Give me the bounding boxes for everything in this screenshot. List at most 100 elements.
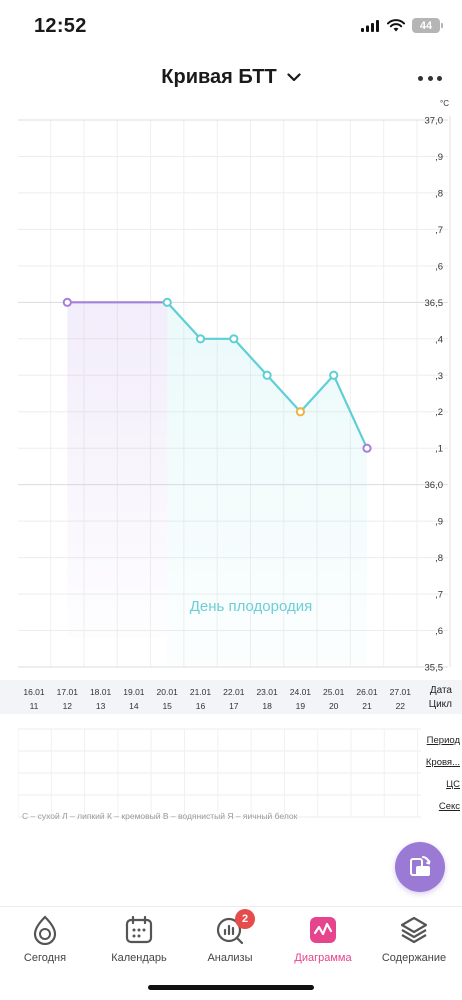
date-label: 22.01 <box>223 687 245 697</box>
y-tick-label: ,3 <box>435 371 443 382</box>
tab-label: Содержание <box>381 952 447 964</box>
date-label: 26.01 <box>356 687 378 697</box>
y-tick-label: ,7 <box>435 590 443 601</box>
param-period[interactable]: Период <box>426 735 460 746</box>
parameters-grid: Период Кровя... ЦС Секс <box>18 728 462 818</box>
tab-label: Сегодня <box>23 952 67 964</box>
data-point <box>262 370 272 380</box>
chevron-down-icon <box>287 73 301 82</box>
header: Кривая БТТ <box>0 56 462 100</box>
date-label: 24.01 <box>289 687 312 697</box>
date-label: 19.01 <box>123 687 145 697</box>
date-column[interactable]: 23.01 18 <box>250 685 284 713</box>
y-tick-label: 35,5 <box>425 663 444 674</box>
date-column[interactable]: 24.01 19 <box>283 685 317 713</box>
date-label: 21.01 <box>189 687 212 697</box>
tab-today[interactable]: Сегодня <box>0 915 90 964</box>
y-axis-unit: °C <box>440 99 449 108</box>
cycle-day-label: 19 <box>295 701 306 711</box>
data-point <box>295 407 305 417</box>
date-column[interactable]: 27.01 22 <box>383 685 417 713</box>
tab-diagram[interactable]: Диаграмма <box>278 915 368 964</box>
chart-icon <box>310 917 336 943</box>
cycle-day-label: 18 <box>262 701 272 711</box>
cycle-day-label: 13 <box>95 701 106 711</box>
chart-selector[interactable]: Кривая БТТ <box>0 66 462 89</box>
date-column[interactable]: 16.01 11 <box>17 685 51 713</box>
notification-badge: 2 <box>235 909 255 929</box>
data-point <box>195 334 206 344</box>
params-grid-lines <box>18 728 421 818</box>
date-label: 23.01 <box>256 687 278 697</box>
cycle-day-label: 12 <box>62 701 73 711</box>
param-sex[interactable]: Секс <box>438 801 460 812</box>
analysis-icon <box>216 917 244 945</box>
bottom-tab-bar: Сегодня Календарь 2 Анализы <box>0 906 462 1000</box>
tab-calendar[interactable]: Календарь <box>94 915 184 964</box>
data-point <box>162 297 172 307</box>
y-tick-label: 36,0 <box>425 480 444 491</box>
luteal-shade <box>67 302 168 637</box>
legend-note: С – сухой Л – липкий К – кремовый В – во… <box>22 811 298 821</box>
data-point <box>329 370 339 380</box>
cycle-day-label: 17 <box>229 701 239 711</box>
y-tick-label: ,7 <box>435 225 443 236</box>
dot-icon <box>427 75 433 81</box>
tab-label: Диаграмма <box>294 952 352 964</box>
rotate-screen-button[interactable] <box>395 842 445 892</box>
fertile-shade <box>167 302 367 665</box>
calendar-icon <box>125 915 153 944</box>
date-column[interactable]: 20.01 15 <box>150 685 184 713</box>
tab-analyses[interactable]: 2 Анализы <box>185 909 275 964</box>
tab-contents[interactable]: Содержание <box>369 915 459 964</box>
data-point <box>362 443 372 453</box>
y-tick-label: 36,5 <box>425 298 444 309</box>
date-label: 17.01 <box>56 687 78 697</box>
layers-icon <box>400 916 428 944</box>
wifi-icon <box>387 19 405 32</box>
cycle-day-label: 15 <box>162 701 172 711</box>
drop-icon <box>33 915 57 946</box>
tab-label: Анализы <box>207 952 253 964</box>
dates-band: Дата Цикл 16.01 11 17.01 12 18.01 13 19.01 14 20… <box>0 680 462 714</box>
battery-level: 44 <box>419 19 433 32</box>
status-bar: 12:52 44 <box>0 0 462 56</box>
date-label: 18.01 <box>89 687 112 697</box>
param-cervical-fluid[interactable]: ЦС <box>446 779 460 790</box>
status-time: 12:52 <box>34 15 87 37</box>
date-column[interactable]: 19.01 14 <box>117 685 151 713</box>
page-title: Кривая БТТ <box>161 66 277 88</box>
y-tick-label: ,6 <box>435 626 443 637</box>
date-column[interactable]: 18.01 13 <box>84 685 118 713</box>
bbt-chart[interactable]: 37,0 ,9 ,8 ,7 ,6 36,5 ,4 ,3 ,2 ,1 36,0 ,9 ,8 ,7 ,6 35,5… <box>0 96 462 676</box>
date-column[interactable]: 25.01 20 <box>317 685 351 713</box>
date-column[interactable]: 21.01 16 <box>184 685 218 713</box>
fertile-day-label: День плодородия <box>190 598 313 615</box>
date-column[interactable]: 22.01 17 <box>217 685 251 713</box>
date-label: 16.01 <box>23 687 45 697</box>
y-tick-label: ,8 <box>435 553 443 564</box>
date-row-label: Дата <box>429 685 452 696</box>
cycle-day-label: 20 <box>328 701 339 711</box>
dot-icon <box>437 75 442 81</box>
y-tick-label: 37,0 <box>425 116 444 127</box>
cycle-day-label: 22 <box>395 701 406 711</box>
date-column[interactable]: 17.01 12 <box>50 685 84 713</box>
cycle-day-label: 21 <box>362 701 372 711</box>
y-tick-label: ,8 <box>435 188 443 199</box>
y-tick-label: ,1 <box>435 444 443 455</box>
y-tick-label: ,4 <box>435 334 443 345</box>
y-tick-label: ,9 <box>435 517 443 528</box>
home-indicator <box>148 985 314 990</box>
cycle-day-label: 11 <box>29 701 39 711</box>
y-tick-label: ,2 <box>435 407 443 418</box>
date-label: 25.01 <box>323 687 345 697</box>
param-bleeding[interactable]: Кровя... <box>425 757 460 768</box>
date-column[interactable]: 26.01 21 <box>350 685 384 713</box>
cycle-row-label: Цикл <box>428 699 452 710</box>
y-tick-label: ,9 <box>435 152 443 163</box>
rotate-screen-icon <box>410 856 431 876</box>
more-options-button[interactable] <box>418 68 442 88</box>
signal-icon <box>361 19 379 32</box>
data-point <box>229 334 239 344</box>
